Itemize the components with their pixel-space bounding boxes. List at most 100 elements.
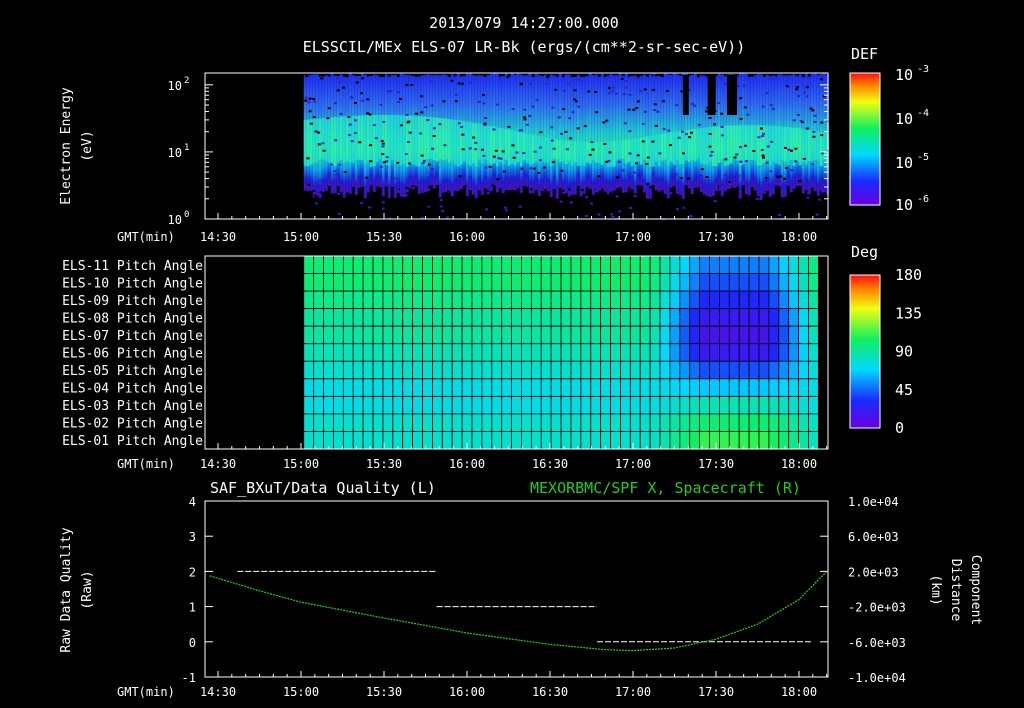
pitch-cell (432, 290, 443, 310)
pitch-cell (768, 273, 780, 292)
spec-column (573, 76, 577, 195)
pitch-cell (501, 325, 512, 345)
spec-speck (710, 150, 714, 153)
spec-core (603, 141, 607, 161)
spec-core (654, 134, 658, 162)
pitch-cell (610, 290, 621, 310)
spec-speck (783, 146, 787, 149)
spec-speck (684, 133, 688, 136)
pitch-cell (788, 378, 799, 397)
pitch-cell (303, 413, 315, 432)
spec-speck (751, 196, 755, 199)
spec-speck (317, 143, 321, 146)
spec-speck (319, 201, 323, 204)
pitch-cell (778, 360, 790, 380)
pitch-cell (600, 360, 611, 380)
spec-speck (411, 185, 415, 188)
spec-speck (609, 191, 613, 194)
pitch-cell (560, 413, 572, 432)
pitch-cell (580, 273, 592, 292)
spec-core (681, 130, 685, 164)
spec-speck (528, 73, 532, 76)
spec-column (540, 76, 544, 191)
pitch-cell (798, 343, 809, 362)
pitch-cell (689, 308, 701, 327)
pitch-cell (689, 273, 701, 292)
pitch-cell (372, 343, 384, 362)
pitch-cell (392, 273, 404, 292)
pitch-cell (352, 431, 364, 450)
spec-speck (353, 132, 357, 135)
spec-speck (627, 108, 631, 111)
spec-column (558, 73, 562, 188)
spec-speck (762, 132, 766, 135)
spec-speck (561, 189, 565, 192)
pitch-cell (372, 290, 384, 310)
pitch-cell (560, 325, 572, 345)
spec-speck (415, 112, 419, 115)
pitch-cell (362, 325, 374, 345)
spec-speck (779, 175, 783, 178)
spec-speck (802, 181, 806, 184)
pitch-cell (719, 255, 730, 274)
pitch-cell (699, 378, 710, 397)
pitch-cell (352, 290, 364, 310)
spec-core (723, 125, 727, 167)
spec-x-tick-label-0: 14:30 (200, 230, 236, 244)
pitch-cell (412, 395, 423, 415)
spec-core (546, 137, 550, 163)
spec-speck (491, 184, 495, 187)
pitch-cell (432, 360, 443, 380)
pitch-angle-data (303, 255, 819, 450)
spec-speck (590, 141, 594, 144)
q-ytick-label-2: 2 (189, 565, 196, 579)
spec-core (579, 141, 583, 166)
spec-gap-1 (707, 75, 716, 115)
pitch-cell (342, 325, 354, 345)
spec-speck (330, 73, 334, 76)
pitch-cell (382, 413, 394, 432)
pitch-cell (432, 308, 443, 327)
pitch-cell (649, 431, 661, 450)
spec-speck (542, 166, 546, 169)
spec-speck (515, 151, 519, 154)
pitch-cell (629, 413, 641, 432)
spec-speck (420, 216, 424, 219)
pitch-cell (629, 378, 641, 397)
spec-speck (398, 97, 402, 100)
spec-speck (751, 73, 755, 76)
pitch-cell (689, 378, 701, 397)
spec-core (384, 114, 388, 165)
spec-speck (366, 98, 370, 101)
spec-speck (755, 197, 759, 200)
spec-core (816, 131, 820, 160)
def-tick-exp-1: -4 (917, 108, 929, 119)
pitch-cell (798, 395, 809, 415)
spec-core (768, 125, 772, 166)
pitch-cell (451, 255, 463, 274)
pitch-cell (639, 395, 651, 415)
pitch-cell (540, 290, 552, 310)
pitch-angle-row-labels: ELS-11 Pitch Angle ELS-10 Pitch Angle ELS-… (62, 259, 203, 449)
spec-speck (397, 100, 401, 103)
pitch-cell (590, 395, 602, 415)
spec-speck (425, 204, 429, 207)
pitch-cell (778, 273, 790, 292)
pitch-cell (748, 255, 760, 274)
pitch-cell (808, 360, 819, 380)
pitch-cell (441, 378, 453, 397)
pitch-cell (728, 431, 740, 450)
pitch-cell (768, 431, 780, 450)
pitch-cell (778, 431, 790, 450)
spec-speck (787, 148, 791, 151)
pitch-cell (768, 255, 780, 274)
pitch-cell (629, 431, 641, 450)
spec-speck (723, 82, 727, 85)
pitch-cell (333, 360, 344, 380)
spec-column (669, 74, 673, 188)
spec-speck (380, 139, 384, 142)
spec-core (627, 139, 631, 162)
pitch-cell (362, 308, 374, 327)
spec-speck (326, 117, 330, 120)
spec-speck (531, 105, 535, 108)
